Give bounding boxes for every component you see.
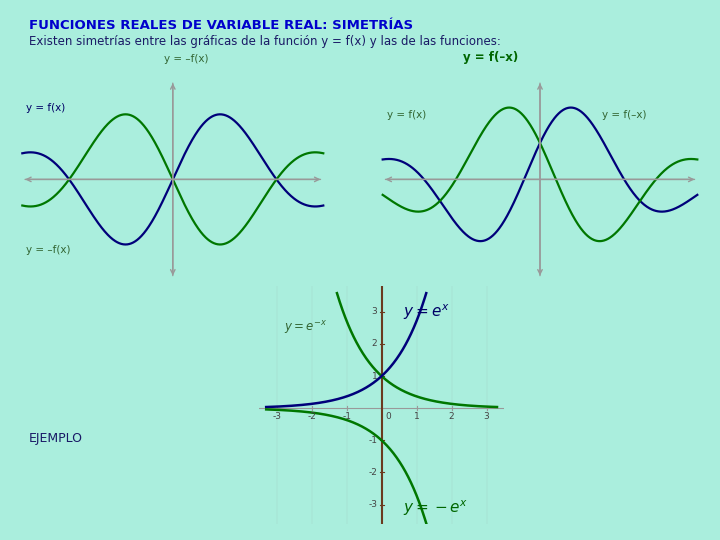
Text: -3: -3 <box>369 500 377 509</box>
Text: $y = e^x$: $y = e^x$ <box>402 302 449 322</box>
Text: y = f(x): y = f(x) <box>387 110 426 120</box>
Text: y = f(–x): y = f(–x) <box>463 51 518 64</box>
Text: 3: 3 <box>484 412 490 421</box>
Text: 2: 2 <box>372 340 377 348</box>
Text: Existen simetrías entre las gráficas de la función y = f(x) y las de las funcion: Existen simetrías entre las gráficas de … <box>29 35 500 48</box>
Text: -1: -1 <box>342 412 351 421</box>
Text: 2: 2 <box>449 412 454 421</box>
Text: -3: -3 <box>272 412 282 421</box>
Text: 1: 1 <box>372 372 377 381</box>
Text: y = –f(x): y = –f(x) <box>164 54 209 64</box>
Text: FUNCIONES REALES DE VARIABLE REAL: SIMETRÍAS: FUNCIONES REALES DE VARIABLE REAL: SIMET… <box>29 19 413 32</box>
Text: -2: -2 <box>307 412 316 421</box>
Text: y = f(–x): y = f(–x) <box>602 110 647 120</box>
Text: y = –f(x): y = –f(x) <box>27 245 71 255</box>
Text: 1: 1 <box>414 412 420 421</box>
Text: $y = e^{-x}$: $y = e^{-x}$ <box>284 320 327 336</box>
Text: EJEMPLO: EJEMPLO <box>29 432 83 445</box>
Text: 0: 0 <box>385 412 391 421</box>
Text: $y = -e^x$: $y = -e^x$ <box>402 498 468 517</box>
Text: -2: -2 <box>369 468 377 477</box>
Text: -1: -1 <box>369 436 377 445</box>
Text: y = f(x): y = f(x) <box>27 103 66 113</box>
Text: 3: 3 <box>372 307 377 316</box>
